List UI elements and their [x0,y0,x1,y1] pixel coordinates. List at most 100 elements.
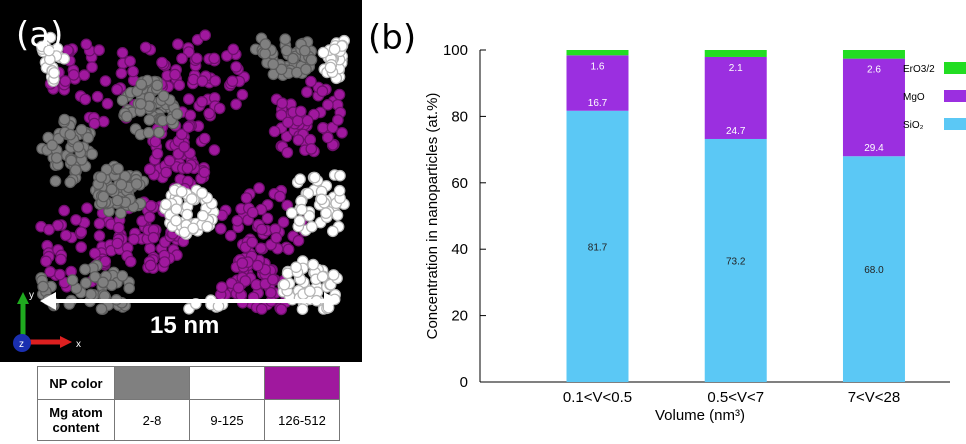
particle [300,63,312,76]
particle [290,261,302,273]
particle [160,198,172,211]
particle [324,61,337,74]
bar-segment [704,56,767,139]
particle [151,147,164,160]
particle [115,67,128,80]
particle [216,281,228,293]
particle [93,230,106,242]
particle [127,65,139,78]
particle [275,63,288,76]
particle [116,270,129,282]
particle [305,221,318,233]
particle [44,265,56,278]
particle [316,85,329,97]
stacked-bar-chart: 0 20 40 60 80 100 Concentration in nanoparticl… [424,42,966,424]
particle [259,38,272,50]
np-color-legend-table: NP color Mg atom content 2-8 9-125 126-5… [37,366,340,441]
particle [160,166,172,179]
x-axis-title: Volume (nm³) [655,407,745,424]
y-tick-label: 60 [451,175,468,192]
particle [157,90,170,102]
np-color-swatch-low [114,366,190,400]
particle [115,207,127,219]
mg-content-header: Mg atom content [37,399,115,441]
particle [79,93,92,106]
particle [308,171,321,184]
particle [158,256,171,268]
particle [111,194,124,207]
legend-label: SiO₂ [903,120,924,131]
panel-a-label: (a) [16,15,64,55]
bar-segment [842,156,905,382]
particle [70,214,82,226]
particle [198,166,211,179]
particle [143,163,156,176]
particle [328,43,341,56]
particle [93,217,106,230]
simulation-snapshot: y z x (a) 15 nm [0,0,362,362]
particle [326,225,339,238]
particle [82,131,94,144]
particle [130,178,143,190]
particle [267,58,279,70]
particle [246,206,259,219]
particle [176,128,188,141]
legend-swatch [944,118,966,130]
particle [187,222,199,235]
scale-bar-arrow-left [40,292,56,310]
particle [315,193,328,206]
particle [173,79,186,91]
particle [124,55,136,68]
particle [58,113,71,126]
particle [305,75,317,88]
particle [142,126,155,139]
particle [203,107,215,120]
particle [278,278,291,291]
particle [66,274,79,286]
y-tick-label: 0 [460,374,468,391]
particle [97,190,110,203]
particle [261,212,274,225]
particle [333,184,346,197]
bar-segment [566,55,629,111]
particle [43,44,55,57]
particle [139,41,152,54]
particle [95,171,107,183]
particle [321,131,334,144]
particle [213,102,226,115]
particle [97,115,110,128]
particle [46,139,58,151]
particle [230,98,242,111]
particle [296,303,309,315]
np-color-swatch-high [264,366,340,400]
particle [64,128,77,141]
scale-bar-arrow-right [324,292,340,310]
x-tick-label: 7<V<28 [848,389,901,406]
y-tick-label: 100 [443,42,468,59]
particle [236,257,249,269]
particle [143,211,156,223]
particle [43,223,55,236]
particle [196,75,209,87]
particle [116,46,129,59]
mg-content-range: 2-8 [114,399,190,441]
data-label: 73.2 [726,256,746,267]
particle [275,109,288,121]
particle [178,141,190,153]
particle [215,223,227,235]
particle [75,241,87,253]
particle [175,185,188,198]
particle [60,229,72,242]
particle [274,190,286,203]
particle [101,97,114,110]
particle [282,243,295,256]
particle [145,200,157,212]
bar-segment [704,138,767,382]
particle [236,88,249,101]
particle [332,114,344,126]
particle [75,226,88,238]
particle [255,303,268,315]
particle [208,144,221,156]
particle [209,75,221,87]
particle [275,303,288,316]
